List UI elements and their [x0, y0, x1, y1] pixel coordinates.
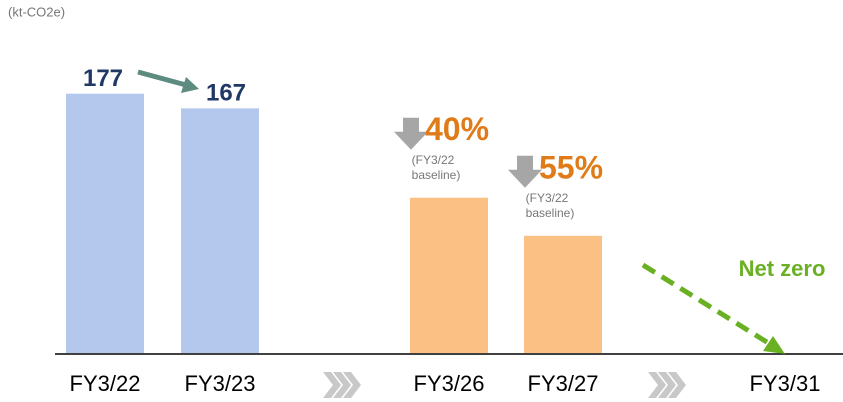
bar — [410, 197, 488, 353]
bar — [66, 93, 144, 353]
x-tick-label: FY3/27 — [528, 371, 599, 396]
reduction-label: 40% — [425, 111, 489, 147]
change-arrow — [137, 69, 199, 93]
value-label: 177 — [83, 65, 123, 92]
x-tick-label: FY3/26 — [414, 371, 485, 396]
value-label: Net zero — [739, 256, 826, 281]
reduction-note: (FY3/22 — [412, 153, 455, 167]
unit-label: (kt-CO2e) — [8, 4, 65, 19]
reduction-arrow — [394, 117, 428, 150]
reduction-note: (FY3/22 — [526, 191, 569, 205]
reduction-arrow — [508, 155, 542, 188]
reduction-note: baseline) — [412, 168, 461, 182]
chevrons — [323, 372, 686, 398]
value-label: 167 — [206, 80, 246, 107]
reduction-label: 55% — [539, 149, 603, 185]
x-tick-label: FY3/23 — [185, 371, 256, 396]
x-tick-label: FY3/22 — [70, 371, 141, 396]
x-tick-label: FY3/31 — [750, 371, 821, 396]
net-zero-arrow — [641, 262, 785, 354]
bar — [524, 235, 602, 353]
reduction-note: baseline) — [526, 206, 575, 220]
bar — [181, 108, 259, 353]
